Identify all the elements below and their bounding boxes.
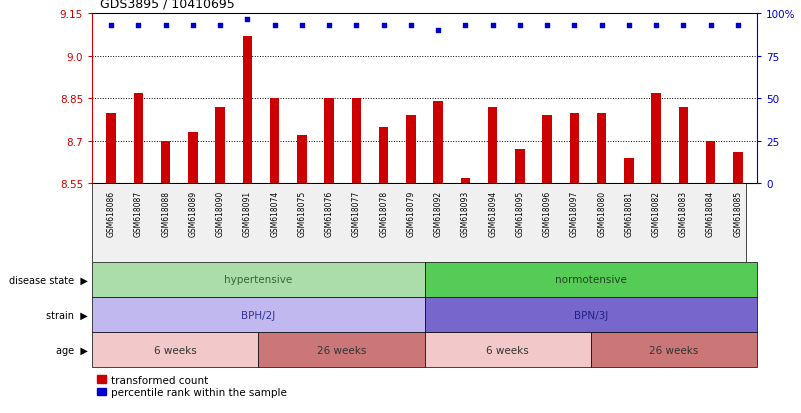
Text: GSM618093: GSM618093 — [461, 190, 470, 236]
Text: BPN/3J: BPN/3J — [574, 310, 608, 320]
Bar — [425, 332, 590, 368]
Bar — [92, 297, 425, 332]
Point — [105, 23, 118, 30]
Text: GSM618095: GSM618095 — [515, 190, 525, 236]
Point — [214, 23, 227, 30]
Text: GSM618074: GSM618074 — [270, 190, 280, 236]
Point — [513, 23, 526, 30]
Text: 6 weeks: 6 weeks — [486, 345, 529, 355]
Text: GSM618092: GSM618092 — [433, 190, 443, 236]
Bar — [297, 136, 307, 184]
Bar — [706, 142, 715, 184]
Bar — [425, 262, 757, 297]
Text: 26 weeks: 26 weeks — [316, 345, 366, 355]
Bar — [425, 297, 757, 332]
Text: GSM618087: GSM618087 — [134, 190, 143, 236]
Text: GSM618075: GSM618075 — [297, 190, 307, 236]
Bar — [542, 116, 552, 184]
Bar — [92, 332, 258, 368]
Point — [350, 23, 363, 30]
Text: GSM618078: GSM618078 — [379, 190, 388, 236]
Bar — [215, 108, 225, 184]
Bar — [324, 99, 334, 184]
Point — [323, 23, 336, 30]
Point — [187, 23, 199, 30]
Text: age  ▶: age ▶ — [56, 345, 88, 355]
Text: GSM618088: GSM618088 — [161, 190, 170, 236]
Text: disease state  ▶: disease state ▶ — [10, 275, 88, 285]
Legend: transformed count, percentile rank within the sample: transformed count, percentile rank withi… — [98, 375, 287, 397]
Point — [377, 23, 390, 30]
Bar — [678, 108, 688, 184]
Point — [704, 23, 717, 30]
Bar — [733, 153, 743, 184]
Bar — [258, 332, 425, 368]
Bar — [188, 133, 198, 184]
Point — [568, 23, 581, 30]
Bar — [134, 93, 143, 184]
Text: hypertensive: hypertensive — [224, 275, 292, 285]
Point — [432, 28, 445, 35]
Text: GSM618094: GSM618094 — [488, 190, 497, 236]
Point — [132, 23, 145, 30]
Point — [622, 23, 635, 30]
Text: GSM618097: GSM618097 — [570, 190, 579, 236]
Text: BPH/2J: BPH/2J — [241, 310, 276, 320]
Point — [486, 23, 499, 30]
Text: GSM618091: GSM618091 — [243, 190, 252, 236]
Text: GSM618077: GSM618077 — [352, 190, 361, 236]
Text: GSM618084: GSM618084 — [706, 190, 715, 236]
Point — [159, 23, 172, 30]
Point — [677, 23, 690, 30]
Point — [296, 23, 308, 30]
Text: GSM618081: GSM618081 — [625, 190, 634, 236]
Text: GSM618083: GSM618083 — [679, 190, 688, 236]
Text: GSM618076: GSM618076 — [324, 190, 334, 236]
Text: normotensive: normotensive — [555, 275, 626, 285]
Bar — [107, 113, 116, 184]
Bar — [570, 113, 579, 184]
Bar — [433, 102, 443, 184]
Bar — [515, 150, 525, 184]
Bar — [379, 127, 388, 184]
Text: GSM618089: GSM618089 — [188, 190, 197, 236]
Bar — [624, 159, 634, 184]
Text: GSM618090: GSM618090 — [215, 190, 224, 236]
Bar — [406, 116, 416, 184]
Point — [405, 23, 417, 30]
Point — [595, 23, 608, 30]
Point — [731, 23, 744, 30]
Point — [241, 16, 254, 23]
Text: 6 weeks: 6 weeks — [154, 345, 196, 355]
Text: 26 weeks: 26 weeks — [649, 345, 698, 355]
Text: GSM618080: GSM618080 — [597, 190, 606, 236]
Point — [268, 23, 281, 30]
Text: GSM618085: GSM618085 — [734, 190, 743, 236]
Bar — [161, 142, 171, 184]
Point — [650, 23, 662, 30]
Bar — [92, 262, 425, 297]
Bar — [352, 99, 361, 184]
Bar — [270, 99, 280, 184]
Text: GDS3895 / 10410695: GDS3895 / 10410695 — [100, 0, 235, 10]
Bar — [243, 37, 252, 184]
Bar — [461, 178, 470, 184]
Text: GSM618096: GSM618096 — [542, 190, 552, 236]
Point — [541, 23, 553, 30]
Text: GSM618082: GSM618082 — [652, 190, 661, 236]
Bar — [651, 93, 661, 184]
Bar — [590, 332, 757, 368]
Point — [459, 23, 472, 30]
Text: GSM618086: GSM618086 — [107, 190, 115, 236]
Bar — [488, 108, 497, 184]
Text: strain  ▶: strain ▶ — [46, 310, 88, 320]
Text: GSM618079: GSM618079 — [406, 190, 416, 236]
Bar — [597, 113, 606, 184]
